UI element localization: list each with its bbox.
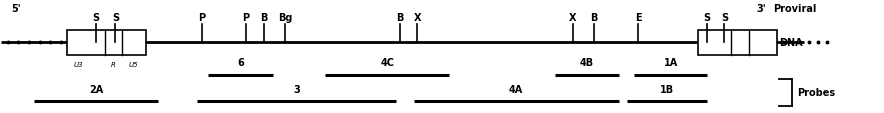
Text: U3: U3 <box>73 61 83 67</box>
Text: 2A: 2A <box>89 85 103 94</box>
Text: 1A: 1A <box>664 58 678 68</box>
Text: Probes: Probes <box>796 87 834 97</box>
Text: 6: 6 <box>237 58 244 68</box>
Text: 3: 3 <box>293 85 300 94</box>
Text: 3': 3' <box>756 4 766 13</box>
Text: DNA: DNA <box>779 38 803 48</box>
Text: X: X <box>569 13 576 23</box>
Text: Proviral: Proviral <box>773 4 816 13</box>
Text: S: S <box>703 13 711 23</box>
Text: S: S <box>93 13 100 23</box>
Text: B: B <box>260 13 267 23</box>
Text: X: X <box>414 13 421 23</box>
Text: R: R <box>111 61 116 67</box>
Text: 4A: 4A <box>509 85 523 94</box>
Text: Bg: Bg <box>278 13 292 23</box>
Text: U5: U5 <box>128 61 138 67</box>
Text: S: S <box>112 13 119 23</box>
Text: B: B <box>396 13 403 23</box>
Text: 5': 5' <box>11 4 21 13</box>
Bar <box>698 31 777 55</box>
Text: E: E <box>635 13 641 23</box>
Text: P: P <box>198 13 205 23</box>
Text: B: B <box>591 13 598 23</box>
Bar <box>67 31 147 55</box>
Text: 4B: 4B <box>580 58 594 68</box>
Text: S: S <box>720 13 728 23</box>
Text: P: P <box>242 13 249 23</box>
Text: 4C: 4C <box>380 58 394 68</box>
Text: 1B: 1B <box>660 85 674 94</box>
